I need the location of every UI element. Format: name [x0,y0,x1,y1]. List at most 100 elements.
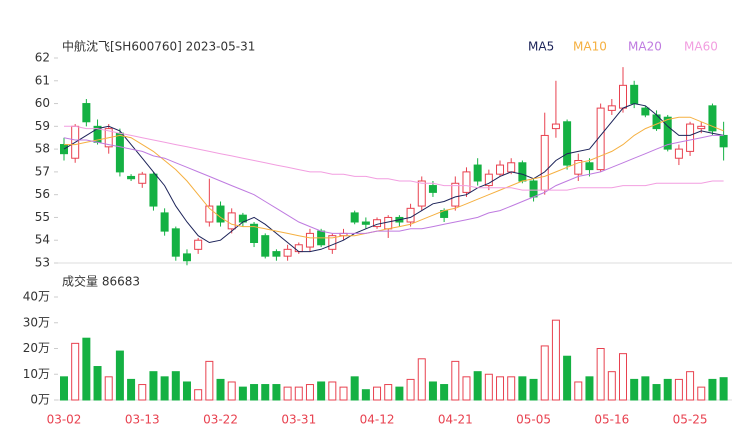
ma-line [64,125,724,191]
volume-bar [227,381,236,401]
volume-title: 成交量 86683 [62,274,140,289]
ma-line [63,103,724,253]
volume-bar [216,378,225,401]
volume-bar [529,378,538,401]
x-tick-label: 05-25 [673,413,708,427]
volume-bar [138,384,147,401]
volume-bar [428,381,437,401]
y-tick-label: 56 [35,187,50,201]
volume-bar [283,386,292,401]
legend-label: MA60 [684,40,718,54]
candle-body [205,205,214,223]
volume-bar [238,386,247,401]
candle-body [171,228,180,257]
volume-bar [317,381,326,401]
volume-bar [630,378,639,401]
candle-body [250,223,259,243]
volume-bar [697,386,706,401]
y-tick-label: 57 [35,164,50,178]
candle-body [484,173,493,187]
volume-bar [551,319,560,401]
candle-body [674,148,683,159]
legend-label: MA20 [628,40,662,54]
candle-body [551,123,560,130]
candle-body [115,132,124,173]
candle-body [305,232,314,248]
volume-bar [115,350,124,401]
candle-body [261,235,270,257]
x-tick-label: 03-31 [281,413,316,427]
volume-bar [507,376,516,401]
candle-body [585,162,594,171]
volume-bar [71,342,80,401]
volume-bar [574,381,583,401]
volume-bar [619,353,627,401]
candle-body [496,164,505,175]
x-tick-label: 05-05 [516,413,551,427]
y-tick-label: 61 [35,73,50,87]
volume-bar [82,337,91,401]
candle-body [417,180,426,207]
volume-bar [328,381,337,401]
candle-body [540,134,549,191]
volume-bar [540,345,549,401]
volume-bar [518,376,527,401]
chart-title: 中航沈飞[SH600760] 2023-05-31 [62,39,255,54]
candle-body [619,84,627,109]
volume-bar [607,371,616,401]
volume-bar [149,371,158,401]
y-tick-label: 0万 [30,393,50,407]
volume-bar [462,376,471,401]
candle-body [350,212,359,223]
volume-bar [395,386,404,401]
volume-bar [205,360,214,401]
volume-bar [674,378,683,401]
candle-body [518,162,527,182]
volume-bar [361,389,370,401]
x-tick-label: 03-02 [47,413,82,427]
candle-body [127,175,136,180]
candle-body [294,244,303,253]
volume-bar [686,371,695,401]
candle-body [361,221,370,225]
volume-bar [484,373,493,401]
candle-body [406,207,415,223]
volume-bar [339,386,348,401]
candle-body [663,116,672,150]
y-tick-label: 58 [35,142,50,156]
ma-line [63,134,724,234]
volume-bar [350,376,359,401]
candle-body [384,216,393,230]
volume-bar [373,386,382,401]
candle-body [697,125,706,130]
candle-body [462,171,471,193]
candle-body [574,160,583,175]
y-tick-label: 62 [35,51,50,65]
candle-body [529,180,538,198]
candle-body [60,144,68,155]
volume-bar [641,376,650,401]
legend-label: MA10 [573,40,607,54]
candle-body [216,205,225,223]
candle-body [194,239,203,250]
candle-body [708,105,717,132]
x-tick-label: 03-13 [125,413,160,427]
volume-bar [171,371,180,401]
volume-bar [440,384,449,401]
candle-body [328,235,337,250]
volume-bar [294,386,303,401]
volume-bar [719,377,728,401]
candle-body [607,105,616,111]
volume-bar [104,376,113,401]
x-tick-label: 04-21 [438,413,473,427]
candle-body [283,248,292,257]
candle-body [149,173,158,207]
y-tick-label: 54 [35,233,50,247]
y-tick-label: 59 [35,119,50,133]
volume-bar [182,381,191,401]
candle-body [82,103,91,123]
candle-body [182,253,191,262]
volume-bar [406,378,415,401]
volume-bar [194,389,203,401]
